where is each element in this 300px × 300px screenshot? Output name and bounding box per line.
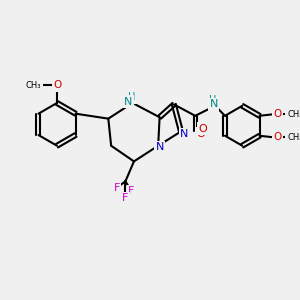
Text: N: N [155,142,164,152]
Text: H: H [209,95,217,105]
Text: O: O [196,129,205,139]
Text: F: F [114,184,120,194]
Text: H: H [128,92,136,102]
Text: CH₃: CH₃ [26,81,41,90]
Text: F: F [122,194,129,203]
Text: CH₃: CH₃ [287,133,300,142]
Text: O: O [273,132,281,142]
Text: N: N [124,97,132,106]
Text: O: O [273,110,281,119]
Text: N: N [210,99,218,110]
Text: CH₃: CH₃ [287,110,300,119]
Text: O: O [199,124,208,134]
Text: N: N [180,129,189,139]
Text: F: F [128,186,134,196]
Text: O: O [53,80,61,90]
